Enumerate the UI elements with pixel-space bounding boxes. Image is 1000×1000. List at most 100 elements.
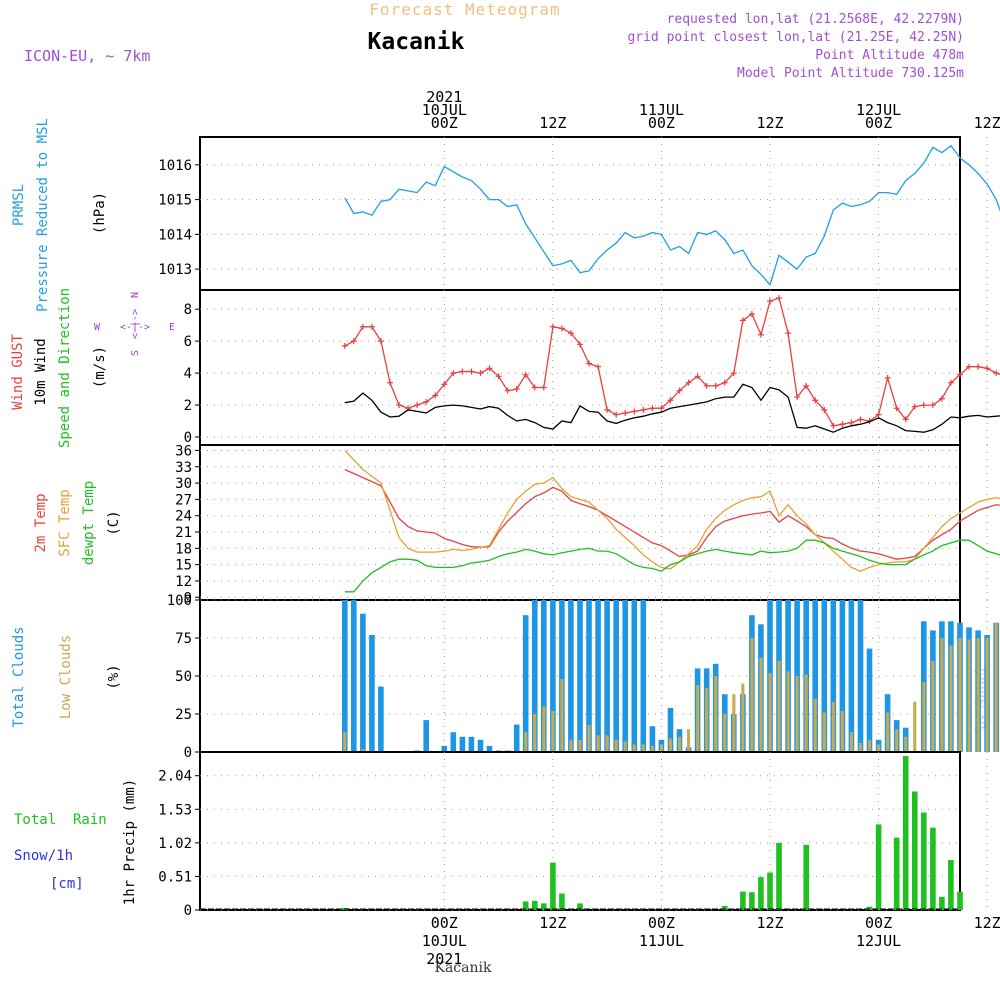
pressure-frame: [199, 136, 961, 291]
label-dewpt-temp: dewpt Temp: [81, 481, 97, 565]
clouds-ytick-label: 50: [175, 669, 192, 685]
clouds-bar-low-clouds: [759, 657, 763, 752]
gust-marker: [839, 421, 846, 428]
bottom-date-label: 12Z: [974, 914, 1000, 932]
clouds-bar-total-clouds: [441, 745, 448, 752]
clouds-bar-total-clouds: [839, 600, 846, 752]
gust-marker: [785, 330, 792, 337]
precip-bar-total-rain: [803, 844, 809, 910]
compass-east: E: [169, 322, 175, 333]
label-prmsl: PRMSL: [11, 184, 27, 226]
temperature-ytick-label: 12: [175, 574, 192, 590]
gust-marker: [920, 402, 927, 409]
clouds-bar-low-clouds: [886, 712, 890, 752]
clouds-bar-low-clouds: [913, 701, 917, 752]
clouds-bar-low-clouds: [967, 639, 971, 752]
clouds-bar-low-clouds: [949, 645, 953, 752]
chart-title: Forecast Meteogram: [369, 0, 560, 19]
gust-marker: [450, 370, 457, 377]
clouds-bar-low-clouds: [668, 738, 672, 752]
gust-marker: [757, 331, 764, 338]
precip-ytick-label: 1.02: [158, 836, 192, 852]
precip-bar-total-rain: [912, 791, 918, 910]
point-altitude: Point Altitude 478m: [815, 48, 964, 63]
gust-marker: [522, 371, 529, 378]
gust-marker: [486, 365, 493, 372]
precip-bar-total-rain: [577, 903, 583, 910]
gust-marker: [649, 405, 656, 412]
clouds-bar-total-clouds: [631, 600, 638, 752]
clouds-bar-low-clouds: [678, 736, 682, 752]
gust-marker: [821, 406, 828, 413]
clouds-bar-total-clouds: [622, 600, 628, 752]
clouds-bar-low-clouds: [849, 732, 853, 752]
clouds-bar-low-clouds: [985, 638, 989, 752]
gust-marker: [513, 386, 520, 393]
clouds-bar-low-clouds: [777, 660, 781, 752]
temperature-frame: [199, 444, 961, 601]
label-pressure-msl: Pressure Reduced to MSL: [35, 118, 51, 312]
gust-marker: [667, 397, 674, 404]
clouds-bar-low-clouds: [524, 732, 528, 752]
clouds-bar-total-clouds: [450, 732, 457, 752]
clouds-bar-total-clouds: [812, 600, 818, 752]
clouds-bar-low-clouds: [768, 673, 772, 752]
station-name: Kacanik: [368, 29, 465, 55]
clouds-bar-total-clouds: [586, 600, 592, 752]
gust-marker: [812, 397, 819, 404]
gust-marker: [794, 394, 801, 401]
precip-bar-total-rain: [875, 824, 882, 910]
precip-bar-total-rain: [930, 827, 936, 910]
bottom-date-label: 12JUL: [856, 932, 901, 950]
gust-marker: [929, 402, 936, 409]
temperature-series-dewpt-temp: [344, 539, 1000, 593]
wind-ytick-label: 6: [184, 334, 192, 350]
gust-marker: [359, 323, 366, 330]
gust-marker: [586, 360, 593, 367]
gust-marker: [658, 405, 665, 412]
label-wind-gust: Wind GUST: [10, 334, 26, 410]
clouds-bar-total-clouds: [613, 600, 619, 752]
compass-ns-arrow: <-|->: [130, 309, 141, 339]
label-hpa: (hPa): [92, 192, 108, 234]
gust-marker: [893, 405, 900, 412]
bottom-date-label: 00Z: [865, 914, 892, 932]
bottom-date-label: 10JUL: [422, 932, 467, 950]
clouds-bar-low-clouds: [542, 706, 546, 752]
clouds-bar-low-clouds: [976, 638, 980, 752]
temperature-ytick-label: 15: [175, 558, 192, 574]
clouds-bar-low-clouds: [714, 676, 718, 752]
gust-marker: [776, 294, 783, 301]
top-date-label: 00Z: [431, 114, 458, 132]
pressure-ytick-label: 1016: [158, 158, 192, 174]
precip-bar-total-rain: [559, 893, 565, 910]
clouds-bar-low-clouds: [605, 735, 609, 752]
gust-marker: [368, 323, 375, 330]
precip-frame: [199, 751, 961, 911]
precip-bar-total-rain: [758, 877, 764, 910]
precip-bar-total-rain: [550, 862, 556, 910]
gust-marker: [694, 373, 701, 380]
wind-frame: [199, 289, 961, 446]
clouds-bar-low-clouds: [922, 682, 926, 752]
wind-ytick-label: 4: [184, 366, 192, 382]
gust-marker: [957, 371, 963, 378]
bottom-date-label: 00Z: [431, 914, 458, 932]
clouds-bar-total-clouds: [559, 600, 565, 752]
precip-bar-total-rain: [740, 891, 746, 910]
gust-marker: [459, 368, 466, 375]
clouds-bar-low-clouds: [705, 688, 709, 752]
gust-marker: [730, 370, 737, 377]
clouds-bar-low-clouds: [795, 676, 799, 752]
label-precip-unit: 1hr Precip (mm): [122, 779, 138, 905]
gust-marker: [685, 379, 692, 386]
precip-bar-total-rain: [957, 891, 963, 910]
gust-marker: [423, 398, 430, 405]
gust-marker: [495, 373, 502, 380]
top-date-label: 11JUL: [639, 101, 684, 119]
precip-bar-total-rain: [749, 892, 755, 910]
clouds-bar-total-clouds: [640, 600, 647, 752]
clouds-bar-low-clouds: [958, 638, 962, 752]
precip-bar-total-rain: [776, 842, 782, 910]
